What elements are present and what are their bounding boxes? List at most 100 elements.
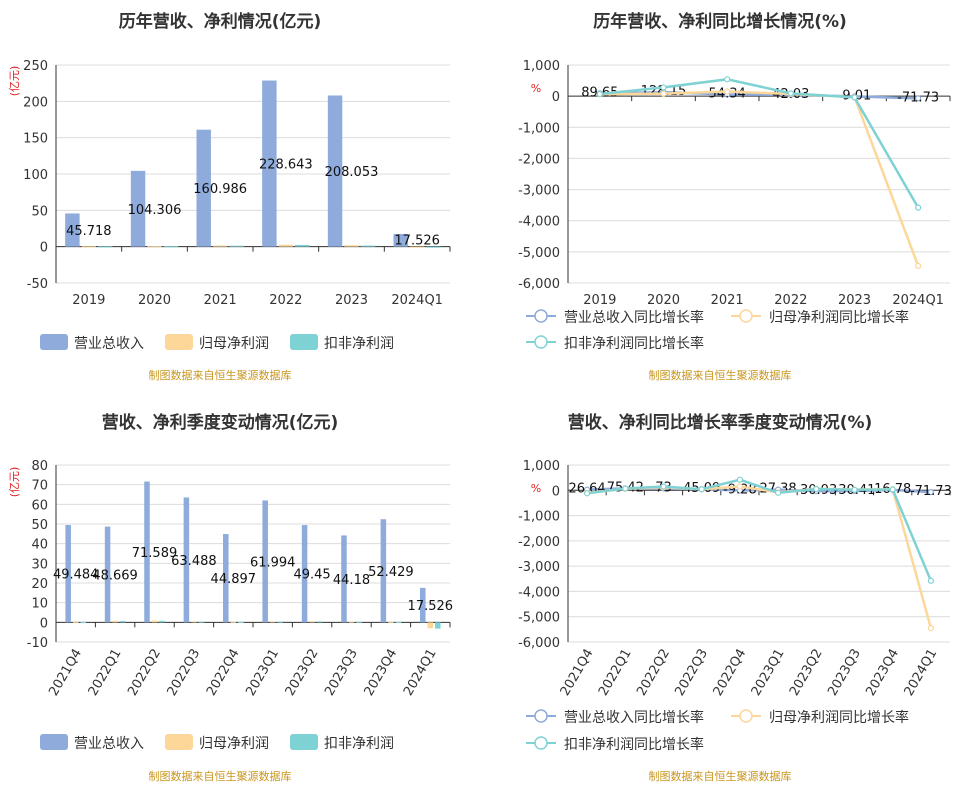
- legend-item[interactable]: 营业总收入同比增长率: [526, 309, 704, 326]
- x-tick-label: 2024Q1: [892, 293, 944, 308]
- legend-item[interactable]: 营业总收入同比增长率: [526, 709, 704, 726]
- data-label: 17.526: [394, 234, 440, 249]
- data-label: 49.45: [293, 568, 330, 583]
- bar-deducted_profit: [435, 622, 441, 629]
- y-tick-label: 50: [31, 518, 48, 533]
- point-net_profit_growth: [927, 624, 935, 632]
- point-deducted_profit_growth: [889, 486, 896, 493]
- bar-deducted_profit: [316, 621, 323, 623]
- y-tick-label: 60: [31, 498, 48, 513]
- bar-net_profit: [212, 245, 228, 247]
- legend-swatch-marker: [534, 709, 548, 723]
- source-note: 制图数据来自恒生聚源数据库: [649, 769, 792, 783]
- bar-net_profit: [72, 621, 79, 623]
- data-label: 49.484: [53, 568, 99, 583]
- y-tick-label: -5,000: [518, 611, 560, 626]
- x-tick-label: 2021: [204, 293, 237, 308]
- legend-swatch: [165, 334, 193, 350]
- y-tick-label: -50: [27, 277, 48, 292]
- x-tick-label: 2022Q4: [204, 647, 243, 699]
- x-tick-label: 2020: [138, 293, 171, 308]
- y-tick-label: 50: [31, 204, 48, 219]
- y-tick-label: -2,000: [518, 152, 560, 167]
- bar-net_profit: [344, 245, 359, 247]
- y-tick-label: -5,000: [518, 246, 560, 261]
- bar-revenue: [420, 587, 426, 623]
- x-tick-label: 2021: [711, 293, 744, 308]
- x-tick-label: 2024Q1: [391, 293, 443, 308]
- chart-title: 历年营收、净利情况(亿元): [119, 11, 322, 32]
- y-tick-label: 0: [552, 90, 560, 105]
- x-tick-label: 2021Q4: [558, 647, 597, 699]
- y-tick-label: 40: [31, 538, 48, 553]
- y-tick-label: -6,000: [518, 636, 560, 651]
- point-net_profit_growth: [724, 88, 731, 95]
- point-deducted_profit_growth: [736, 476, 744, 483]
- y-tick-label: 30: [31, 557, 48, 572]
- x-tick-label: 2022Q2: [125, 647, 164, 699]
- bar-deducted_profit: [80, 621, 86, 623]
- legend-swatch: [40, 734, 68, 750]
- bar-revenue: [65, 213, 80, 247]
- legend-item[interactable]: 归母净利润同比增长率: [731, 309, 909, 326]
- y-tick-label: 0: [40, 616, 48, 631]
- bar-revenue: [65, 525, 71, 623]
- bar-deducted_profit: [360, 245, 376, 247]
- data-label: 44.18: [333, 573, 370, 588]
- legend-item[interactable]: 营业总收入: [40, 334, 144, 352]
- legend-item[interactable]: 扣非净利润: [290, 734, 394, 752]
- data-label: -71.73: [910, 484, 952, 499]
- point-deducted_profit_growth: [698, 486, 705, 493]
- y-tick-label: -1,000: [518, 510, 560, 525]
- point-deducted_profit_growth: [660, 483, 667, 490]
- x-tick-label: 2024Q1: [401, 647, 440, 699]
- legend-item[interactable]: 扣非净利润同比增长率: [526, 736, 704, 753]
- chart-title: 营收、净利季度变动情况(亿元): [102, 412, 339, 433]
- legend-label: 扣非净利润: [324, 336, 394, 352]
- legend-label: 归母净利润: [199, 735, 269, 752]
- x-tick-label: 2023Q2: [787, 647, 826, 699]
- y-tick-label: 150: [23, 132, 48, 147]
- legend-swatch: [165, 734, 193, 750]
- y-tick-label: 100: [23, 168, 48, 183]
- x-tick-label: 2023: [335, 293, 368, 308]
- legend-label: 扣非净利润同比增长率: [564, 736, 704, 753]
- data-label: 104.306: [128, 203, 182, 218]
- bar-net_profit: [269, 621, 276, 623]
- y-tick-label: -2,000: [518, 535, 560, 550]
- bar-revenue: [196, 129, 211, 247]
- quarterly-revenue-profit-chart: 营收、净利季度变动情况(亿元)(亿元)80706050403020100-102…: [8, 412, 453, 783]
- legend-item[interactable]: 归母净利润: [165, 334, 269, 352]
- legend-swatch: [290, 334, 318, 350]
- bar-revenue: [380, 519, 387, 623]
- bar-net_profit: [191, 621, 197, 623]
- legend-label: 营业总收入: [74, 336, 144, 352]
- x-tick-label: 2023Q4: [362, 647, 401, 699]
- annual-revenue-profit-chart: 历年营收、净利情况(亿元) (亿元) 250 200 150 100 50 0 -50 2019 2…: [8, 11, 451, 382]
- legend-item[interactable]: 归母净利润同比增长率: [731, 709, 909, 726]
- unit-label: (亿元): [8, 467, 21, 498]
- point-deducted_profit_growth: [813, 485, 820, 493]
- line-net_profit_growth: [599, 90, 920, 267]
- bar-revenue: [223, 534, 229, 623]
- legend-item[interactable]: 营业总收入: [40, 734, 144, 752]
- x-tick-label: 2019: [72, 293, 105, 308]
- bar-net_profit: [278, 244, 294, 247]
- data-label: 208.053: [325, 165, 379, 180]
- y-tick-label: -4,000: [518, 215, 560, 230]
- chart-title: 营收、净利同比增长率季度变动情况(%): [568, 412, 873, 433]
- bar-deducted_profit: [198, 621, 205, 623]
- point-deducted_profit_growth: [851, 486, 858, 493]
- legend-item[interactable]: 扣非净利润同比增长率: [526, 335, 704, 352]
- data-label: 61.994: [250, 555, 296, 570]
- point-deducted_profit_growth: [927, 577, 935, 584]
- point-deducted_profit_growth: [787, 90, 794, 97]
- bar-net_profit: [112, 620, 118, 623]
- legend-item[interactable]: 归母净利润: [165, 734, 269, 752]
- bar-revenue: [130, 170, 146, 247]
- x-tick-label: 2023Q4: [863, 647, 902, 699]
- data-label: 48.669: [92, 568, 138, 583]
- bar-net_profit: [427, 622, 434, 629]
- bar-revenue: [104, 526, 111, 623]
- legend-item[interactable]: 扣非净利润: [290, 334, 394, 352]
